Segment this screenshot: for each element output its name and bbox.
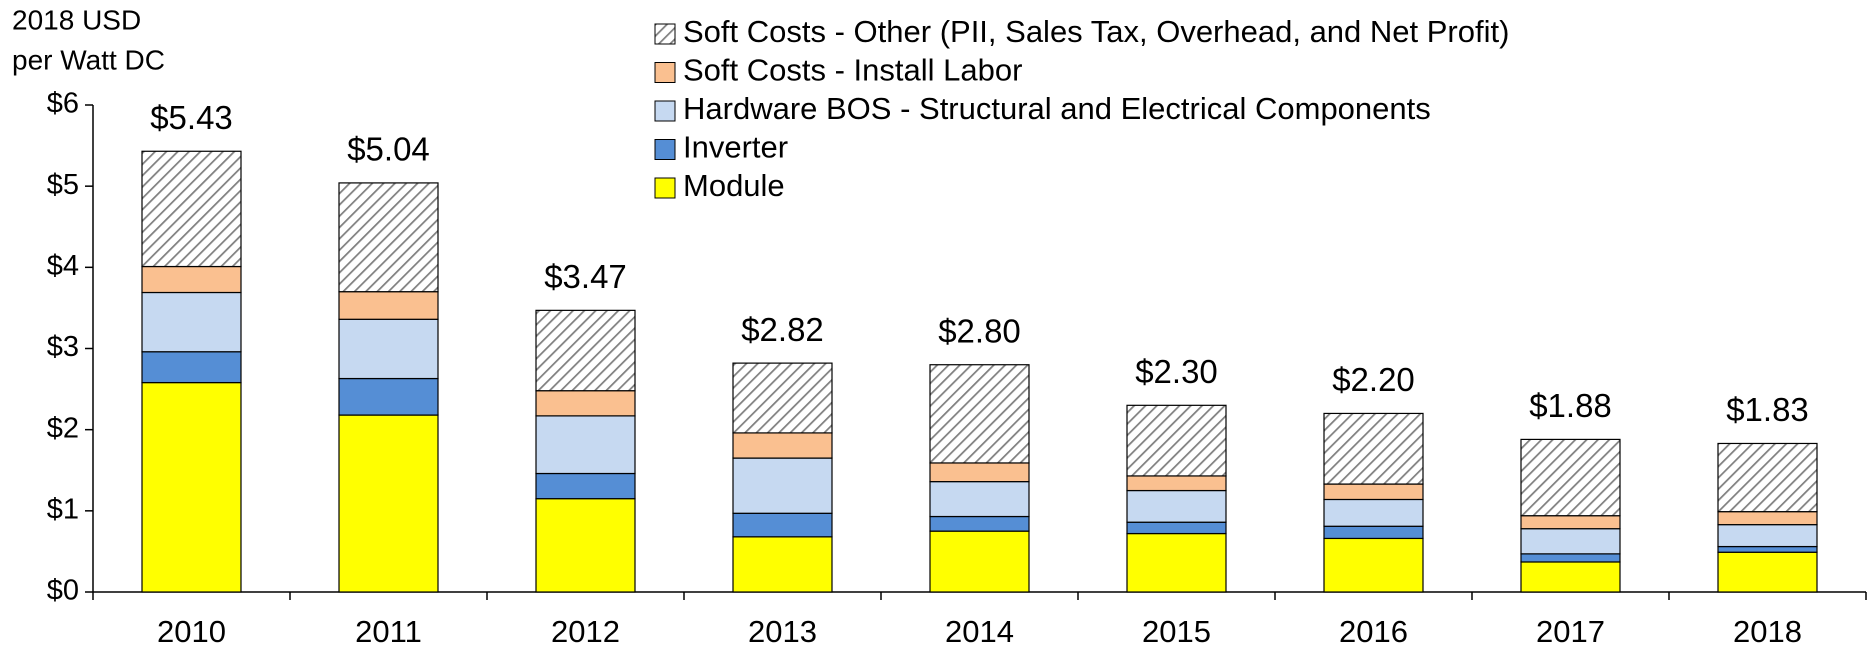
- y-tick-label: $6: [47, 88, 79, 120]
- y-axis-label: per Watt DC: [12, 44, 165, 75]
- bar-segment: [732, 512, 833, 538]
- bar-segment: [338, 318, 439, 380]
- total-label: $2.30: [1135, 353, 1218, 390]
- bar-segment: [929, 462, 1030, 483]
- bar-segment: [929, 515, 1030, 532]
- bar-segment: [1717, 545, 1818, 553]
- bar-segment: [1520, 528, 1621, 555]
- bar-segment: [929, 481, 1030, 518]
- bar-segment: [141, 150, 242, 268]
- bar-segment: [1323, 525, 1424, 540]
- total-label: $1.88: [1529, 387, 1612, 424]
- x-tick-label: 2014: [945, 614, 1014, 649]
- bar-segment: [1323, 498, 1424, 527]
- legend-label: Soft Costs - Install Labor: [683, 53, 1022, 88]
- bar-segment: [141, 381, 242, 593]
- bar-segment: [1520, 515, 1621, 530]
- y-tick-label: $1: [47, 493, 79, 525]
- x-tick-label: 2017: [1536, 614, 1605, 649]
- bar-segment: [1717, 551, 1818, 593]
- bar-segment: [141, 351, 242, 384]
- total-label: $2.20: [1332, 361, 1415, 398]
- bar-segment: [1126, 489, 1227, 523]
- bar-segment: [1520, 561, 1621, 593]
- total-label: $5.04: [347, 131, 430, 168]
- bar-segment: [535, 415, 636, 475]
- x-tick-label: 2012: [551, 614, 620, 649]
- legend-label: Module: [683, 168, 785, 203]
- bar-segment: [141, 291, 242, 353]
- bar-segment: [1717, 511, 1818, 526]
- bar-segment: [338, 291, 439, 320]
- bar-segment: [535, 309, 636, 392]
- bar-segment: [141, 265, 242, 294]
- legend-swatch: [654, 62, 676, 83]
- y-tick-label: $0: [47, 575, 79, 607]
- total-label: $2.82: [741, 311, 824, 348]
- bar-segment: [338, 377, 439, 416]
- bar-segment: [732, 457, 833, 514]
- bar-segment: [1126, 532, 1227, 593]
- total-label: $1.83: [1726, 391, 1809, 428]
- bar-segment: [1520, 553, 1621, 563]
- y-axis-label: 2018 USD: [12, 4, 141, 35]
- y-tick-label: $4: [47, 250, 79, 282]
- legend-label: Hardware BOS - Structural and Electrical…: [683, 91, 1431, 126]
- bar-segment: [1323, 537, 1424, 593]
- bar-segment: [338, 182, 439, 293]
- legend-swatch: [654, 139, 676, 160]
- total-label: $2.80: [938, 312, 1021, 349]
- x-tick-label: 2016: [1339, 614, 1408, 649]
- bar-segment: [1126, 404, 1227, 477]
- bar-segment: [929, 364, 1030, 464]
- bar-segment: [1126, 521, 1227, 535]
- legend-swatch: [654, 23, 676, 45]
- bar-segment: [1717, 524, 1818, 548]
- legend-label: Soft Costs - Other (PII, Sales Tax, Over…: [683, 14, 1509, 49]
- total-label: $3.47: [544, 258, 627, 295]
- bar-segment: [732, 362, 833, 434]
- bar-segment: [535, 498, 636, 593]
- bar-segment: [732, 536, 833, 593]
- bar-segment: [1323, 483, 1424, 501]
- bar-segment: [535, 472, 636, 500]
- x-tick-label: 2018: [1733, 614, 1802, 649]
- x-tick-label: 2011: [355, 614, 422, 649]
- bar-segment: [1126, 475, 1227, 492]
- legend-label: Inverter: [683, 130, 788, 165]
- bar-segment: [338, 414, 439, 593]
- bar-segment: [535, 390, 636, 417]
- bar-segment: [1323, 412, 1424, 485]
- legend-swatch: [654, 177, 676, 199]
- bar-segment: [929, 530, 1030, 593]
- bar-segment: [732, 432, 833, 459]
- x-tick-label: 2013: [748, 614, 817, 649]
- y-tick-label: $3: [47, 331, 79, 363]
- bar-segment: [1520, 438, 1621, 517]
- bar-segment: [1717, 442, 1818, 513]
- x-tick-label: 2010: [157, 614, 226, 649]
- legend-swatch: [654, 100, 676, 122]
- y-tick-label: $5: [47, 169, 79, 201]
- y-tick-label: $2: [47, 412, 79, 444]
- x-tick-label: 2015: [1142, 614, 1211, 649]
- total-label: $5.43: [150, 99, 233, 136]
